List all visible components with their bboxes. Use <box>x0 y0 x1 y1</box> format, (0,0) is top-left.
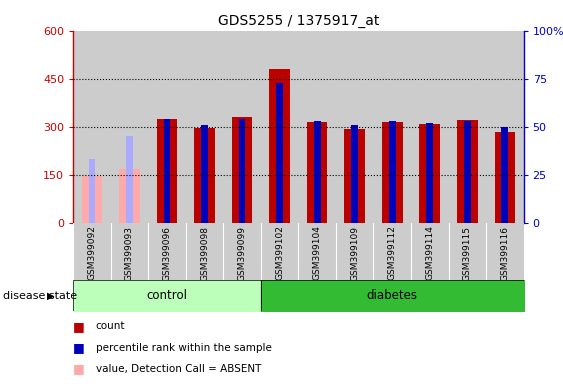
Text: ■: ■ <box>73 362 85 375</box>
Bar <box>194 128 215 223</box>
Bar <box>224 31 261 223</box>
Bar <box>119 169 140 223</box>
Bar <box>261 31 298 223</box>
Bar <box>88 159 95 223</box>
Text: control: control <box>146 289 187 302</box>
Bar <box>373 31 411 223</box>
Bar <box>351 125 358 223</box>
Bar <box>186 31 224 223</box>
Bar <box>457 120 477 223</box>
Bar <box>464 121 471 223</box>
Bar <box>148 31 186 223</box>
Text: GSM399112: GSM399112 <box>388 226 397 280</box>
Bar <box>426 123 433 223</box>
Bar <box>345 129 365 223</box>
Text: value, Detection Call = ABSENT: value, Detection Call = ABSENT <box>96 364 261 374</box>
Bar <box>494 132 515 223</box>
Text: GSM399116: GSM399116 <box>501 226 510 281</box>
Text: count: count <box>96 321 125 331</box>
Text: ■: ■ <box>73 341 85 354</box>
Text: GSM399098: GSM399098 <box>200 226 209 281</box>
Bar <box>157 119 177 223</box>
Bar <box>201 125 208 223</box>
Bar <box>82 176 102 223</box>
Text: ■: ■ <box>73 383 85 384</box>
Text: ■: ■ <box>73 320 85 333</box>
Bar <box>486 31 524 223</box>
Bar <box>336 31 373 223</box>
Bar <box>126 136 133 223</box>
Text: diabetes: diabetes <box>367 289 418 302</box>
Bar <box>314 121 320 223</box>
Text: disease state: disease state <box>3 291 77 301</box>
Bar <box>449 31 486 223</box>
Text: GSM399114: GSM399114 <box>425 226 434 280</box>
Text: GSM399115: GSM399115 <box>463 226 472 281</box>
Bar <box>239 119 245 223</box>
Text: GSM399102: GSM399102 <box>275 226 284 280</box>
Bar <box>164 119 171 223</box>
Text: percentile rank within the sample: percentile rank within the sample <box>96 343 271 353</box>
Bar <box>389 121 396 223</box>
Text: GSM399104: GSM399104 <box>312 226 321 280</box>
Bar <box>276 83 283 223</box>
Bar <box>73 31 111 223</box>
Text: GSM399093: GSM399093 <box>125 226 134 281</box>
Bar <box>382 122 403 223</box>
Text: ▶: ▶ <box>47 291 54 301</box>
Bar <box>269 69 290 223</box>
Text: GSM399096: GSM399096 <box>163 226 172 281</box>
Bar <box>307 122 328 223</box>
Bar <box>419 124 440 223</box>
Title: GDS5255 / 1375917_at: GDS5255 / 1375917_at <box>218 14 379 28</box>
Bar <box>111 31 148 223</box>
Text: GSM399092: GSM399092 <box>87 226 96 280</box>
Bar <box>411 31 449 223</box>
Bar <box>502 127 508 223</box>
Bar <box>232 117 252 223</box>
Text: GSM399109: GSM399109 <box>350 226 359 281</box>
Text: GSM399099: GSM399099 <box>238 226 247 281</box>
Bar <box>298 31 336 223</box>
